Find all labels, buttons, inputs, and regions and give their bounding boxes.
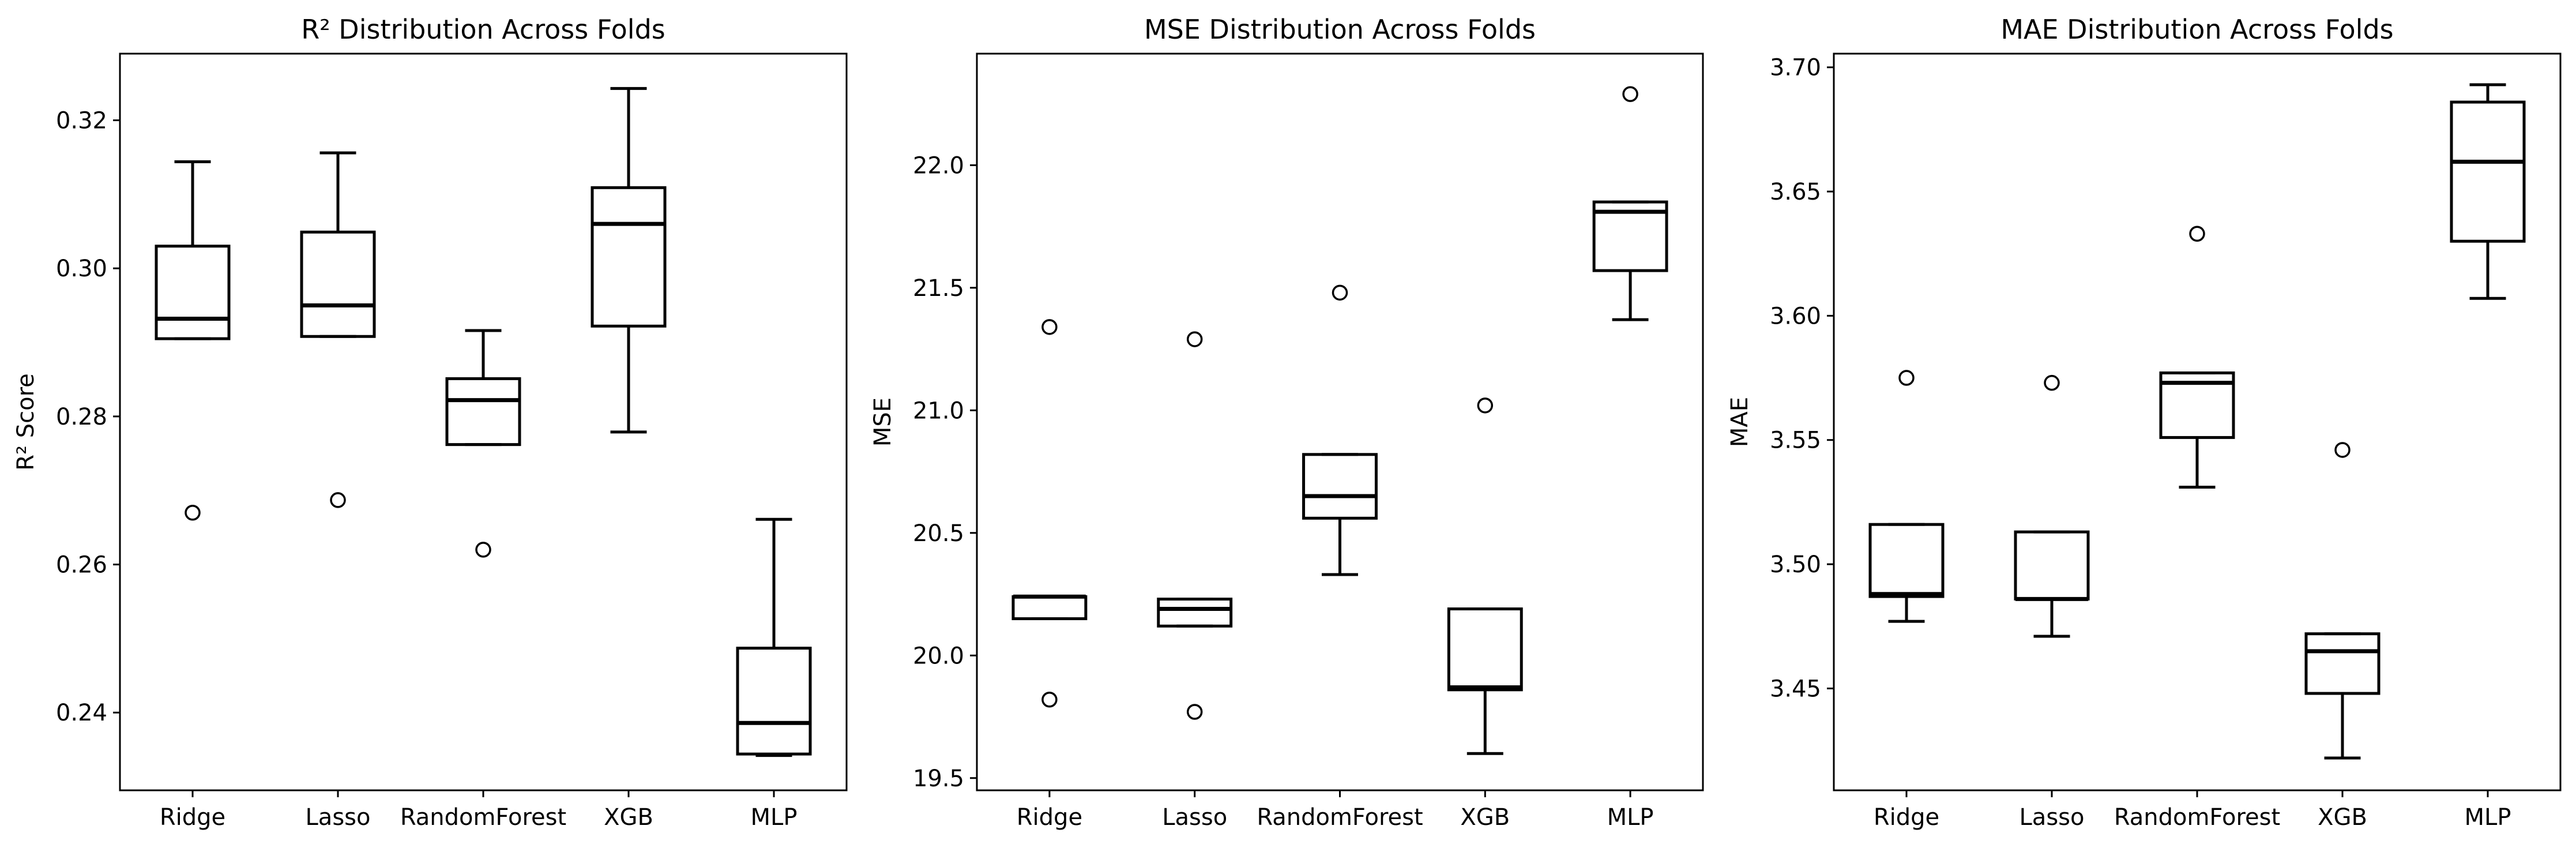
x-tick-label: Lasso [306,804,371,831]
x-tick-label: XGB [1460,804,1510,831]
y-tick-label: 3.55 [1770,427,1821,454]
x-tick-label: MLP [1607,804,1654,831]
box-lasso [300,151,376,508]
chart-title: MAE Distribution Across Folds [2000,14,2393,45]
y-tick-label: 22.0 [913,152,964,179]
box-iqr [2159,371,2235,439]
y-tick-label: 0.26 [56,552,107,579]
y-tick-label: 3.60 [1770,303,1821,329]
box-iqr [445,377,521,446]
y-tick-label: 0.24 [56,700,107,726]
outlier-point [1041,319,1058,335]
outlier-point [1622,86,1638,102]
outlier-point [1332,284,1348,301]
chart-panel-1: R² Distribution Across Folds R² Score 0.24… [13,14,848,831]
chart-panel-3: MAE Distribution Across Folds MAE 3.45 3.50… [1727,14,2562,831]
y-axis-label: MAE [1727,397,1753,447]
box-randomforest [445,329,521,558]
y-tick-label: 21.0 [913,397,964,424]
box-iqr [2304,632,2381,695]
x-tick-label: Lasso [2020,804,2085,831]
box-iqr [155,245,231,340]
box-ridge [1868,370,1945,623]
plot-frame [976,52,1704,791]
x-tick-label: XGB [604,804,653,831]
box-randomforest [2159,226,2235,489]
box-mlp [1592,86,1668,321]
y-tick-label: 3.45 [1770,676,1821,702]
y-axis-label: MSE [870,397,896,446]
box-iqr [2450,100,2526,243]
x-tick-label: RandomForest [1257,804,1423,831]
y-tick-label: 0.30 [56,256,107,282]
x-tick-label: MLP [751,804,798,831]
box-iqr [1011,595,1088,621]
box-lasso [1157,331,1233,720]
y-tick-label: 20.5 [913,520,964,547]
box-iqr [1447,607,1523,692]
chart-title: MSE Distribution Across Folds [1144,14,1536,45]
x-tick-label: MLP [2465,804,2511,831]
y-tick-label: 0.32 [56,108,107,134]
box-mlp [736,517,812,757]
box-iqr [1592,200,1668,272]
x-tick-label: Lasso [1162,804,1227,831]
box-iqr [2014,530,2090,601]
box-randomforest [1302,284,1378,576]
box-iqr [300,230,376,338]
box-iqr [1302,453,1378,520]
outlier-point [1041,692,1058,708]
outlier-point [330,492,346,508]
x-tick-label: XGB [2318,804,2367,831]
plot-frame [1833,52,2562,791]
box-ridge [155,160,231,521]
x-tick-label: Ridge [1874,804,1939,831]
plot-frame [119,52,848,791]
box-xgb [591,87,667,434]
box-iqr [736,647,812,756]
box-iqr [1868,523,1945,598]
outlier-point [185,504,201,521]
y-axis-label: R² Score [13,373,39,471]
x-tick-label: RandomForest [2114,804,2280,831]
box-lasso [2014,374,2090,638]
y-tick-label: 19.5 [913,766,964,792]
box-xgb [1447,397,1523,755]
outlier-point [1186,704,1203,720]
chart-title: R² Distribution Across Folds [301,14,665,45]
outlier-point [2189,226,2205,242]
y-tick-label: 20.0 [913,643,964,669]
y-tick-label: 0.28 [56,404,107,430]
y-tick-label: 3.50 [1770,551,1821,578]
y-tick-label: 21.5 [913,275,964,302]
y-tick-label: 3.70 [1770,55,1821,81]
box-xgb [2304,442,2381,760]
outlier-point [2044,374,2060,391]
outlier-point [1898,370,1915,386]
x-tick-label: Ridge [1017,804,1082,831]
chart-panel-2: MSE Distribution Across Folds MSE 19.5 20.0… [870,14,1704,831]
y-tick-label: 3.65 [1770,179,1821,205]
outlier-point [1477,397,1494,414]
outlier-point [475,542,491,558]
box-ridge [1011,319,1088,708]
x-tick-label: Ridge [160,804,225,831]
box-mlp [2450,83,2526,300]
x-tick-label: RandomForest [400,804,566,831]
outlier-point [1186,331,1203,347]
box-iqr [591,186,667,328]
box-iqr [1157,598,1233,628]
outlier-point [2334,442,2351,458]
